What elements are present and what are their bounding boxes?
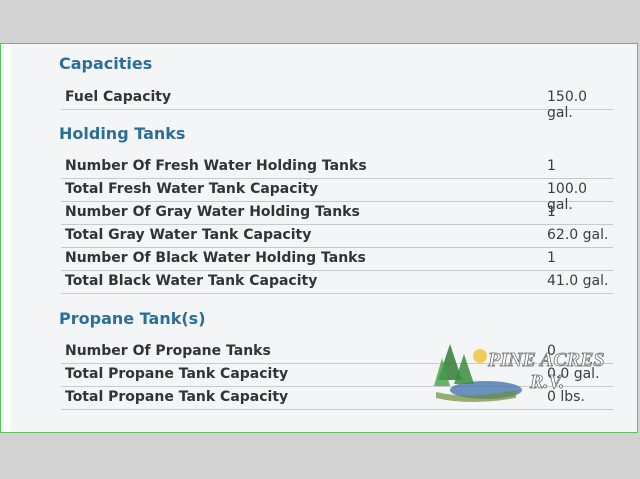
row-value: 0 lbs. [547,389,585,405]
table-row: Total Propane Tank Capacity 0 lbs. [61,386,613,410]
table-row: Number Of Gray Water Holding Tanks 1 [61,201,613,225]
table-row: Total Propane Tank Capacity 0.0 gal. [61,363,613,387]
section-title-propane: Propane Tank(s) [59,309,206,328]
row-value: 1 [547,250,556,266]
row-label: Number Of Black Water Holding Tanks [65,250,366,266]
row-value: 0 [547,343,556,359]
row-value: 100.0 gal. [547,181,588,213]
row-label: Total Gray Water Tank Capacity [65,227,312,243]
row-label: Total Propane Tank Capacity [65,366,289,382]
row-value: 1 [547,158,556,174]
table-row: Total Fresh Water Tank Capacity 100.0 ga… [61,178,613,213]
table-row: Number Of Propane Tanks 0 [61,340,613,364]
row-label: Total Propane Tank Capacity [65,389,289,405]
section-title-capacities: Capacities [59,54,153,73]
table-row: Number Of Fresh Water Holding Tanks 1 [61,155,613,179]
logo-text-line2: R.V. [529,371,564,393]
row-label: Fuel Capacity [65,89,172,105]
row-label: Number Of Fresh Water Holding Tanks [65,158,367,174]
specs-card: Capacities Fuel Capacity 150.0 gal. Hold… [0,43,638,433]
pine-acres-logo: PINE ACRES R.V. [434,344,605,402]
row-label: Number Of Gray Water Holding Tanks [65,204,360,220]
section-title-holding-tanks: Holding Tanks [59,124,186,143]
logo-text-line1: PINE ACRES [487,349,605,371]
table-row: Fuel Capacity 150.0 gal. [61,86,613,121]
row-value: 1 [547,204,556,220]
row-value: 41.0 gal. [547,273,609,289]
row-value: 62.0 gal. [547,227,609,243]
table-row: Total Black Water Tank Capacity 41.0 gal… [61,270,613,294]
table-row: Total Gray Water Tank Capacity 62.0 gal. [61,224,613,248]
row-label: Number Of Propane Tanks [65,343,271,359]
row-label: Total Black Water Tank Capacity [65,273,318,289]
card-left-strip [4,44,11,432]
row-value: 0.0 gal. [547,366,600,382]
row-label: Total Fresh Water Tank Capacity [65,181,319,197]
table-row: Number Of Black Water Holding Tanks 1 [61,247,613,271]
row-value: 150.0 gal. [547,89,588,121]
